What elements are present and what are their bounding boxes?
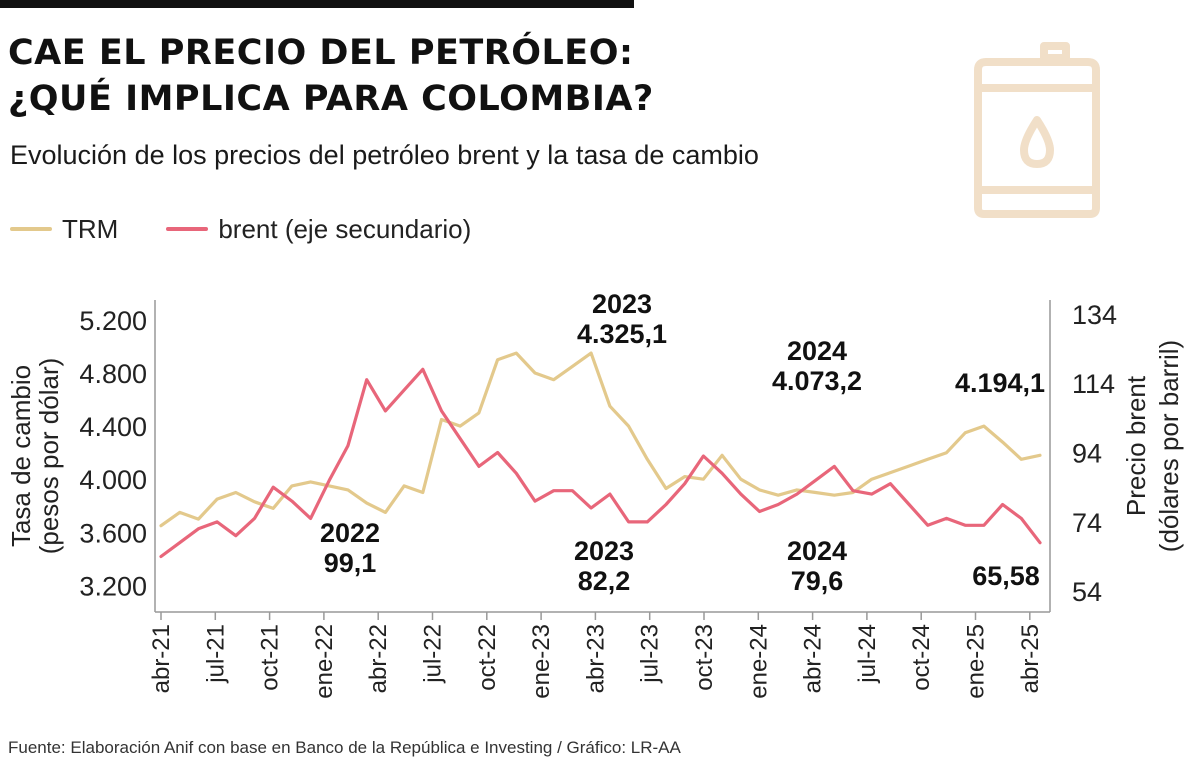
annotation-value: 99,1 [324,548,377,578]
page-title: CAE EL PRECIO DEL PETRÓLEO: ¿QUÉ IMPLICA… [8,30,654,122]
brent-line [159,367,1042,559]
legend-item-trm: TRM [10,214,118,245]
x-tick-label: abr-22 [365,624,392,693]
x-tick-label: jul-23 [637,624,664,684]
x-tick-label: abr-24 [800,624,827,693]
x-tick-label: jul-22 [420,624,447,684]
y-tick-label: 5.200 [79,306,147,336]
y2-tick-label: 134 [1072,300,1117,330]
legend-item-brent: brent (eje secundario) [166,214,471,245]
chart-subtitle: Evolución de los precios del petróleo br… [10,140,759,170]
y-tick-label: 3.600 [79,518,147,548]
annotation-year: 2023 [592,289,652,319]
x-tick-label: abr-23 [582,624,609,693]
y2-tick-label: 114 [1072,369,1115,399]
trm-line [159,351,1042,528]
y2-tick-label: 54 [1072,577,1102,607]
title-line-1: CAE EL PRECIO DEL PETRÓLEO: [8,33,634,73]
legend-label-trm: TRM [62,213,119,244]
x-tick-label: oct-23 [691,624,718,691]
annotation-value: 79,6 [791,566,844,596]
x-tick-label: abr-21 [148,624,175,693]
x-tick-label: abr-25 [1017,624,1044,693]
y-tick-label: 3.200 [79,571,147,601]
annotation-value: 4.073,2 [772,366,862,396]
annotation-year: 2024 [787,536,847,566]
title-line-2: ¿QUÉ IMPLICA PARA COLOMBIA? [8,79,654,119]
chart-area: 5.200 4.800 4.400 4.000 3.600 3.200 134 114 94 74… [0,280,1200,737]
y-axis-title-line-1: Tasa de cambio [6,365,36,547]
x-tick-label: ene-25 [963,624,990,699]
x-tick-label: ene-23 [528,624,555,699]
top-rule [0,0,634,8]
x-tick-label: ene-24 [745,624,772,699]
y-tick-label: 4.000 [79,465,147,495]
x-tick-label: oct-22 [474,624,501,691]
annotation-year: 2024 [787,336,847,366]
y2-axis-title-line-1: Precio brent [1121,375,1151,516]
annotation-value: 4.325,1 [577,319,667,349]
legend-swatch-brent [166,227,209,231]
y-axis-title-line-2: (pesos por dólar) [34,358,64,555]
x-tick-label: jul-21 [202,624,229,684]
chart-legend: TRM brent (eje secundario) [10,212,519,246]
chart-svg: 5.200 4.800 4.400 4.000 3.600 3.200 134 114 94 74… [6,289,1184,699]
source-note: Fuente: Elaboración Anif con base en Ban… [8,738,681,757]
y2-axis-title-line-2: (dólares por barril) [1154,340,1184,552]
annotation-year: 2022 [320,518,380,548]
x-tick-label: jul-24 [854,624,881,684]
oil-barrel-icon [972,40,1102,225]
x-tick-label: oct-24 [908,624,935,691]
annotation-value: 65,58 [972,561,1040,591]
annotation-value: 4.194,1 [955,368,1045,398]
legend-label-brent: brent (eje secundario) [218,213,472,244]
legend-swatch-trm [10,227,52,231]
annotation-value: 82,2 [578,566,631,596]
y2-tick-label: 74 [1072,508,1102,538]
y2-tick-label: 94 [1072,439,1102,469]
annotation-year: 2023 [574,536,634,566]
y-tick-label: 4.400 [79,412,147,442]
y-tick-label: 4.800 [79,359,147,389]
x-tick-label: ene-22 [311,624,338,699]
x-tick-label: oct-21 [257,624,284,691]
